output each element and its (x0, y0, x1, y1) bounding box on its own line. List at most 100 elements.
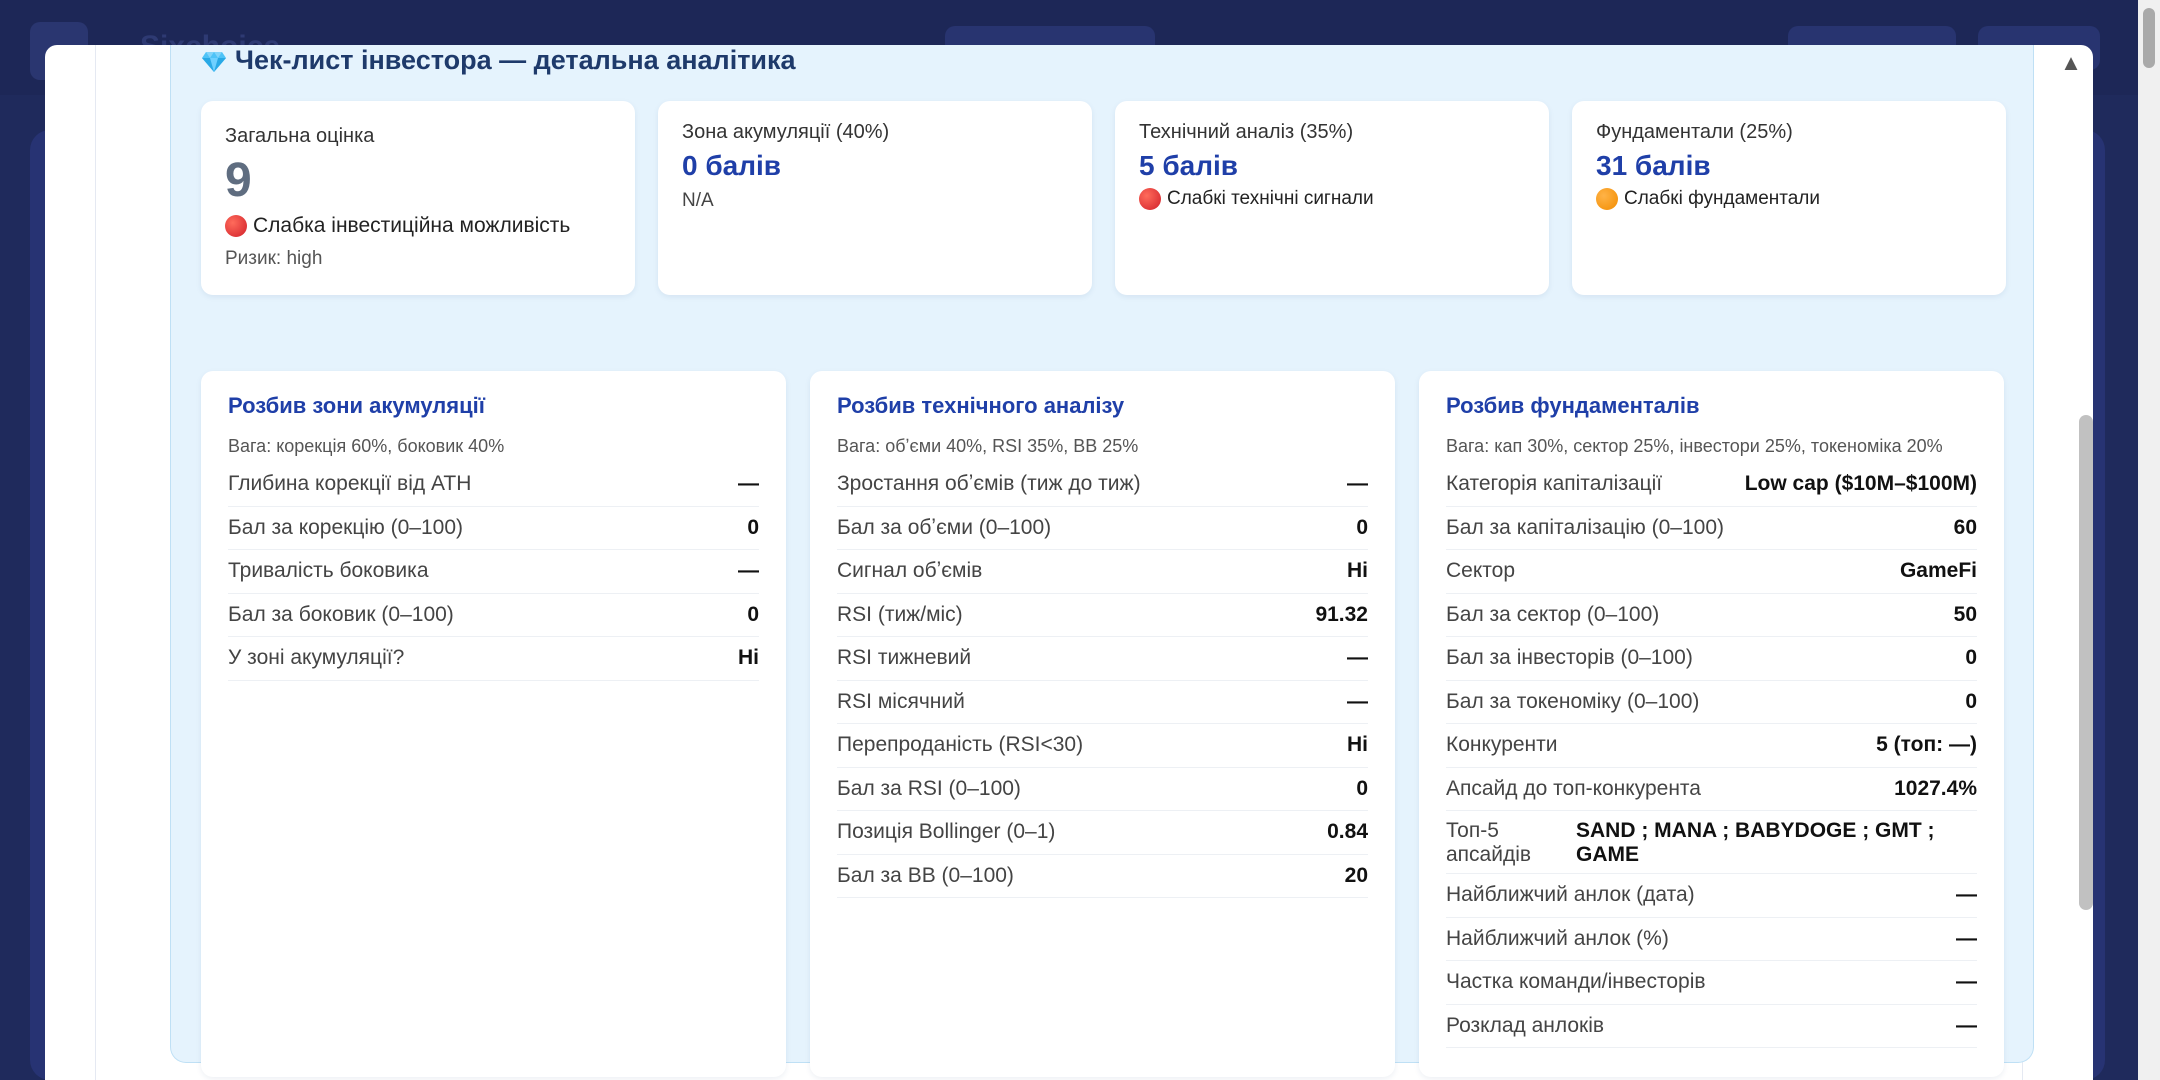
row-label: Позиція Bollinger (0–1) (837, 820, 1056, 844)
overall-score: 9 (225, 154, 252, 207)
row-label: У зоні акумуляції? (228, 646, 405, 670)
row-value: 0.84 (1327, 820, 1368, 844)
gem-icon (202, 51, 226, 72)
fundamentals-breakdown-title: Розбив фундаменталів (1446, 393, 1700, 418)
red-circle-icon (1139, 188, 1161, 210)
row-value: GameFi (1899, 559, 1977, 583)
fundamentals-weights: Вага: кап 30%, сектор 25%, інвестори 25%… (1446, 436, 1943, 456)
table-row: Сигнал обʼємів Ні (837, 550, 1368, 594)
row-value: — (1956, 926, 1977, 950)
orange-circle-icon (1596, 188, 1618, 210)
row-label: Бал за капіталізацію (0–100) (1446, 515, 1725, 539)
row-value: SAND ; MANA ; BABYDOGE ; GMT ; GAME (1576, 819, 1935, 866)
page-scrollbar-thumb[interactable] (2143, 8, 2155, 68)
row-label: Перепроданість (RSI<30) (837, 733, 1084, 757)
table-row: RSI (тиж/міс) 91.32 (837, 594, 1368, 637)
row-label: Бал за токеноміку (0–100) (1446, 689, 1700, 713)
row-value: 0 (1356, 515, 1368, 539)
overall-label: Загальна оцінка (225, 125, 375, 147)
table-row: Найближчий анлок (дата) — (1446, 874, 1977, 918)
row-label: Найближчий анлок (дата) (1446, 883, 1695, 907)
analytics-modal: ▲ Чек-лист інвестора — детальна аналітик… (45, 45, 2093, 1080)
table-row: Частка команди/інвесторів — (1446, 961, 1977, 1005)
row-label: Найближчий анлок (%) (1446, 926, 1669, 950)
row-label: Зростання обʼємів (тиж до тиж) (837, 472, 1141, 496)
row-label: Сигнал обʼємів (837, 559, 983, 583)
table-row: Позиція Bollinger (0–1) 0.84 (837, 811, 1368, 855)
fundamentals-score-card: Фундаментали (25%) 31 балів Слабкі фунда… (1572, 101, 2006, 295)
row-value: 0 (747, 602, 759, 626)
modal-scrollbar[interactable] (2079, 415, 2093, 910)
section-title-text: Чек-лист інвестора — детальна аналітика (235, 45, 796, 75)
row-value: — (1956, 970, 1977, 994)
table-row: RSI місячний — (837, 681, 1368, 724)
row-value: 20 (1344, 863, 1368, 887)
overall-status: Слабка інвестиційна можливість (225, 214, 611, 238)
fundamentals-label: Фундаментали (25%) (1596, 121, 1793, 143)
table-row: Розклад анлоків — (1446, 1005, 1977, 1048)
row-value: — (1347, 646, 1368, 670)
row-value: — (738, 559, 759, 583)
row-label: Частка команди/інвесторів (1446, 970, 1706, 994)
table-row: Апсайд до топ-конкурента 1027.4% (1446, 768, 1977, 811)
row-label: Топ-5 апсайдів (1446, 819, 1532, 866)
row-label: Бал за корекцію (0–100) (228, 515, 463, 539)
row-value: — (738, 472, 759, 496)
page-scrollbar[interactable] (2138, 0, 2160, 1080)
technical-breakdown-card: Розбив технічного аналізу Вага: обʼєми 4… (810, 371, 1395, 1077)
row-value: — (1956, 883, 1977, 907)
table-row: Категорія капіталізації Low cap ($10M–$10… (1446, 463, 1977, 507)
accumulation-rows: Глибина корекції від ATH — Бал за корекці… (228, 463, 759, 681)
table-row: Бал за обʼєми (0–100) 0 (837, 507, 1368, 550)
row-label: RSI (тиж/міс) (837, 602, 963, 626)
fundamentals-status-text: Слабкі фундаментали (1624, 188, 1821, 209)
row-label: Бал за RSI (0–100) (837, 776, 1021, 800)
section-title: Чек-лист інвестора — детальна аналітика (201, 45, 796, 76)
table-row: Тривалість боковика — (228, 550, 759, 594)
modal-divider-left (95, 45, 96, 1080)
row-value: 0 (1965, 689, 1977, 713)
row-value: 0 (1356, 776, 1368, 800)
row-value: 0 (1965, 646, 1977, 670)
row-value: 0 (747, 515, 759, 539)
accumulation-weights: Вага: корекція 60%, боковик 40% (228, 436, 505, 456)
fundamentals-status: Слабкі фундаментали (1596, 188, 1982, 210)
accumulation-breakdown-title: Розбив зони акумуляції (228, 393, 485, 418)
row-value: 1027.4% (1894, 776, 1977, 800)
row-label: Бал за обʼєми (0–100) (837, 515, 1052, 539)
row-label: RSI тижневий (837, 646, 972, 670)
row-value: — (1347, 689, 1368, 713)
technical-weights: Вага: обʼєми 40%, RSI 35%, BB 25% (837, 436, 1139, 456)
table-row: Бал за RSI (0–100) 0 (837, 768, 1368, 811)
row-value: Ні (1347, 559, 1368, 583)
overall-score-card: Загальна оцінка 9 Слабка інвестиційна мо… (201, 101, 635, 295)
row-label: Глибина корекції від ATH (228, 472, 472, 496)
table-row: Бал за токеноміку (0–100) 0 (1446, 681, 1977, 724)
accumulation-value: 0 балів (682, 150, 781, 181)
row-value: 60 (1953, 515, 1977, 539)
table-row: Бал за BB (0–100) 20 (837, 855, 1368, 898)
row-label: Конкуренти (1446, 733, 1558, 757)
table-row: Бал за сектор (0–100) 50 (1446, 594, 1977, 637)
row-value: 50 (1953, 602, 1977, 626)
accumulation-score-card: Зона акумуляції (40%) 0 балів N/A (658, 101, 1092, 295)
row-label: Бал за сектор (0–100) (1446, 602, 1660, 626)
row-value: Ні (1347, 733, 1368, 757)
chevron-up-icon[interactable]: ▲ (2060, 50, 2082, 75)
technical-status-text: Слабкі технічні сигнали (1167, 188, 1374, 209)
row-value: — (1956, 1013, 1977, 1037)
accumulation-breakdown-card: Розбив зони акумуляції Вага: корекція 60… (201, 371, 786, 1077)
row-label: Розклад анлоків (1446, 1013, 1605, 1037)
table-row: Сектор GameFi (1446, 550, 1977, 594)
table-row: Бал за боковик (0–100) 0 (228, 594, 759, 637)
technical-score-card: Технічний аналіз (35%) 5 балів Слабкі те… (1115, 101, 1549, 295)
fundamentals-breakdown-card: Розбив фундаменталів Вага: кап 30%, сект… (1419, 371, 2004, 1077)
row-label: Апсайд до топ-конкурента (1446, 776, 1701, 800)
overall-status-text: Слабка інвестиційна можливість (253, 214, 571, 237)
table-row: У зоні акумуляції? Ні (228, 637, 759, 681)
table-row: Глибина корекції від ATH — (228, 463, 759, 507)
table-row: Конкуренти 5 (топ: —) (1446, 724, 1977, 768)
table-row: Бал за інвесторів (0–100) 0 (1446, 637, 1977, 681)
row-label: Бал за BB (0–100) (837, 863, 1014, 887)
technical-breakdown-title: Розбив технічного аналізу (837, 393, 1125, 418)
